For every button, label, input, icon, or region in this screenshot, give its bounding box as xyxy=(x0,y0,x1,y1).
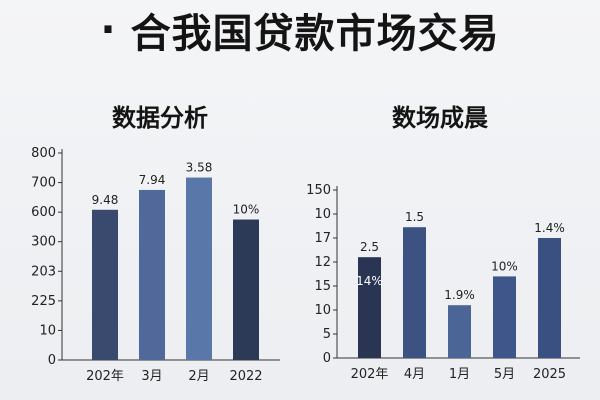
x-category-label: 2022 xyxy=(229,369,262,384)
bar-data-label: 7.94 xyxy=(139,173,166,187)
bar xyxy=(538,238,561,358)
y-tick-label: 0 xyxy=(323,351,331,366)
y-tick-label: 0 xyxy=(48,353,56,368)
y-tick-label: 700 xyxy=(31,176,56,191)
x-category-label: 202年 xyxy=(351,367,389,382)
chart-title-right: 数场成晨 xyxy=(392,104,488,132)
x-category-label: 202年 xyxy=(86,369,124,384)
chart-title-left: 数据分析 xyxy=(112,104,208,132)
x-category-label: 2月 xyxy=(188,369,209,384)
bar-data-label: 10% xyxy=(491,259,518,273)
y-tick-label: 10 xyxy=(314,207,331,222)
bar-inside-label: 14% xyxy=(356,274,383,288)
y-tick-label: 203 xyxy=(31,264,56,279)
bar xyxy=(448,305,471,358)
bar xyxy=(403,227,426,358)
y-tick-label: 10 xyxy=(39,323,56,338)
page-title: · 合我国贷款市场交易 xyxy=(0,0,600,60)
bar-data-label: 1.9% xyxy=(444,288,475,302)
x-category-label: 4月 xyxy=(404,367,425,382)
bar xyxy=(358,257,381,358)
y-tick-label: 600 xyxy=(31,205,56,220)
y-tick-label: 225 xyxy=(31,294,56,309)
bar-data-label: 9.48 xyxy=(92,193,119,207)
y-tick-label: 10 xyxy=(314,303,331,318)
y-tick-label: 12 xyxy=(314,255,331,270)
y-tick-label: 150 xyxy=(306,183,331,198)
bar-data-label: 1.5 xyxy=(405,210,424,224)
bar-data-label: 1.4% xyxy=(534,221,565,235)
y-tick-label: 5 xyxy=(323,327,331,342)
y-tick-label: 300 xyxy=(31,235,56,250)
bar-data-label: 3.58 xyxy=(186,161,213,175)
y-tick-label: 800 xyxy=(31,146,56,161)
x-category-label: 2025 xyxy=(533,367,566,382)
bar xyxy=(233,219,259,360)
x-category-label: 5月 xyxy=(494,367,515,382)
y-tick-label: 15 xyxy=(314,279,331,294)
bar-data-label: 10% xyxy=(233,203,260,217)
y-tick-label: 17 xyxy=(314,231,331,246)
title-bullet: · xyxy=(100,7,117,53)
bar xyxy=(493,276,516,358)
bar xyxy=(92,209,118,360)
bar-data-label: 2.5 xyxy=(360,240,379,254)
title-text: 合我国贷款市场交易 xyxy=(130,11,500,57)
x-category-label: 3月 xyxy=(141,369,162,384)
x-category-label: 1月 xyxy=(449,367,470,382)
bar xyxy=(139,189,165,360)
bar xyxy=(186,177,212,360)
